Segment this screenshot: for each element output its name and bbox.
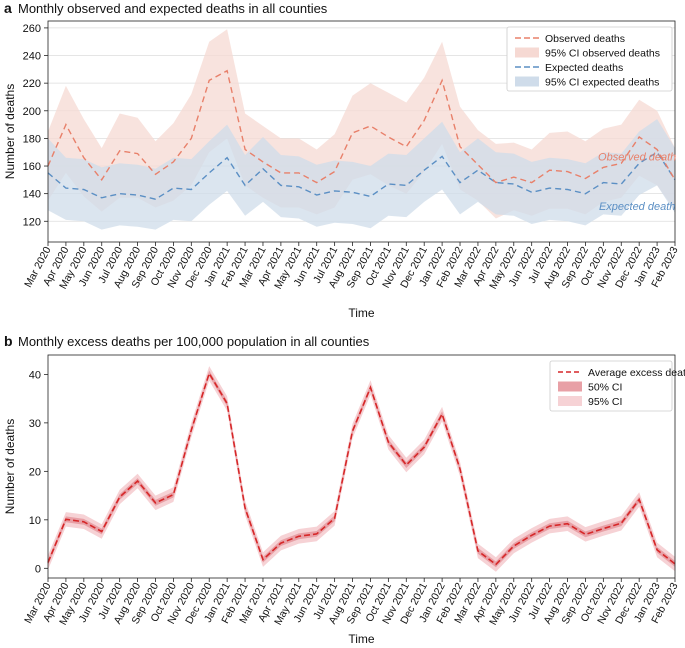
- legend-label-50-ci: 50% CI: [588, 382, 622, 394]
- panel-a-letter: a: [4, 0, 12, 16]
- legend-swatch-95-ci-expected-deaths: [515, 76, 539, 87]
- panel-a-x-axis-label: Time: [348, 306, 375, 320]
- panel-a-legend: Observed deaths 95% CI observed deaths Exp…: [506, 26, 673, 92]
- y-tick-label-160: 160: [23, 161, 41, 173]
- expected-deaths-line: [47, 151, 676, 200]
- observed-deaths-line: [47, 69, 676, 184]
- panel-a-ci-bands: [48, 29, 675, 230]
- legend-label-observed-deaths: Observed deaths: [545, 33, 625, 45]
- legend-label-average-excess-deaths: Average excess deaths: [588, 367, 685, 379]
- panel-b-frame: [47, 354, 676, 579]
- annotation-expected-death: Expected death: [599, 201, 675, 213]
- panel-a-frame: [47, 20, 676, 243]
- legend-swatch-50-ci: [558, 381, 582, 392]
- y-tick-label-260: 260: [23, 23, 41, 35]
- panel-b-lines: [47, 371, 676, 566]
- panel-b-title: Monthly excess deaths per 100,000 popula…: [18, 334, 370, 349]
- y-tick-label-0: 0: [35, 563, 41, 575]
- annotation-observed-death: Observed death: [598, 152, 676, 164]
- panel-a-y-ticks: 120 140 160 180 200 220 240 260: [23, 23, 48, 228]
- panel-b-y-axis-label: Number of deaths: [3, 419, 17, 514]
- y-tick-label-30: 30: [29, 418, 41, 430]
- legend-label-95-ci: 95% CI: [588, 396, 622, 408]
- average-excess-deaths-line: [47, 371, 676, 566]
- y-tick-label-40: 40: [29, 369, 41, 381]
- y-tick-label-20: 20: [29, 466, 41, 478]
- legend-swatch-95-ci: [558, 396, 582, 406]
- panel-b-legend: Average excess deaths 50% CI 95% CI: [549, 360, 685, 412]
- panel-b-y-ticks: 0 10 20 30 40: [29, 369, 48, 575]
- y-tick-label-140: 140: [23, 189, 41, 201]
- y-tick-label-200: 200: [23, 106, 41, 118]
- expected-ci95-band: [48, 119, 675, 230]
- legend-label-95-ci-expected-deaths: 95% CI expected deaths: [545, 77, 659, 89]
- panel-b-letter: b: [4, 333, 13, 349]
- y-tick-label-220: 220: [23, 78, 41, 90]
- y-tick-label-180: 180: [23, 133, 41, 145]
- panel-b-x-axis-label: Time: [348, 632, 375, 646]
- y-tick-label-10: 10: [29, 515, 41, 527]
- legend-label-95-ci-observed-deaths: 95% CI observed deaths: [545, 48, 660, 60]
- y-tick-label-120: 120: [23, 216, 41, 228]
- panel-a-title: Monthly observed and expected deaths in …: [18, 1, 328, 16]
- y-tick-label-240: 240: [23, 51, 41, 63]
- panel-a-y-axis-label: Number of deaths: [3, 84, 17, 179]
- legend-swatch-95-ci-observed-deaths: [515, 47, 539, 58]
- legend-label-expected-deaths: Expected deaths: [545, 62, 623, 74]
- legend-box: [506, 26, 673, 92]
